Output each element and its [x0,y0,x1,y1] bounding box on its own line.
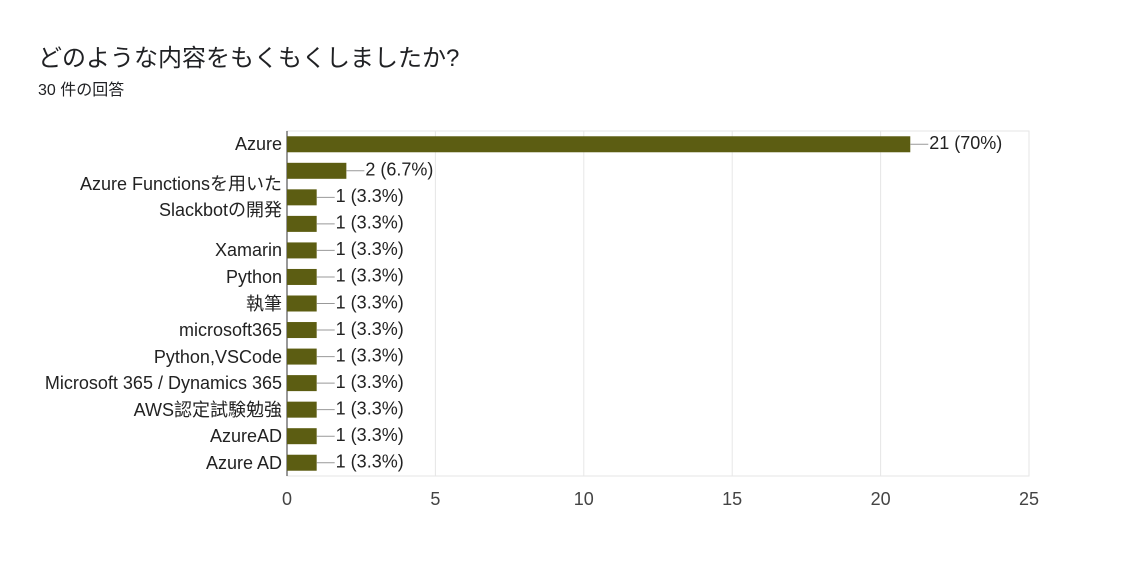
value-label: 2 (6.7%) [365,160,433,180]
bar [287,428,317,445]
value-label: 1 (3.3%) [336,213,404,233]
value-label: 1 (3.3%) [336,345,404,365]
value-label: 1 (3.3%) [336,319,404,339]
bar [287,295,317,312]
value-label: 1 (3.3%) [336,186,404,206]
x-tick-label: 5 [430,489,440,509]
y-tick-label: Microsoft 365 / Dynamics 365 [44,373,282,394]
value-label: 1 (3.3%) [336,451,404,471]
y-tick-label: AzureAD [209,426,282,447]
y-tick-label: Python,VSCode [153,346,282,367]
bar [287,242,317,259]
bar [287,136,911,153]
bar [287,401,317,418]
x-tick-label: 10 [574,489,594,509]
bar [287,215,317,232]
value-label: 1 (3.3%) [336,239,404,259]
x-tick-label: 20 [871,489,891,509]
y-tick-label: Azure Functionsを用いた Slackbotの開発 [79,174,282,221]
value-label: 1 (3.3%) [336,398,404,418]
y-tick-label: AWS認定試験勉強 [133,399,282,420]
x-tick-label: 15 [722,489,742,509]
bar [287,268,317,285]
y-tick-label: Xamarin [214,240,282,261]
x-tick-label: 0 [282,489,292,509]
y-tick-label: microsoft365 [178,320,282,341]
bar [287,189,317,206]
value-label: 1 (3.3%) [336,266,404,286]
bar [287,375,317,392]
chart-title: どのような内容をもくもくしましたか? [38,45,460,72]
value-label: 21 (70%) [929,133,1002,153]
y-tick-label: Azure AD [205,452,282,473]
y-tick-label: Python [225,266,282,287]
y-tick-label: 執筆 [246,293,282,314]
value-label: 1 (3.3%) [336,292,404,312]
bar [287,162,347,179]
value-label: 1 (3.3%) [336,372,404,392]
bar [287,322,317,339]
bar [287,454,317,471]
value-label: 1 (3.3%) [336,425,404,445]
x-tick-label: 25 [1019,489,1039,509]
bar [287,348,317,365]
y-tick-label: Azure [234,134,282,155]
chart-subtitle: 30 件の回答 [38,82,125,99]
